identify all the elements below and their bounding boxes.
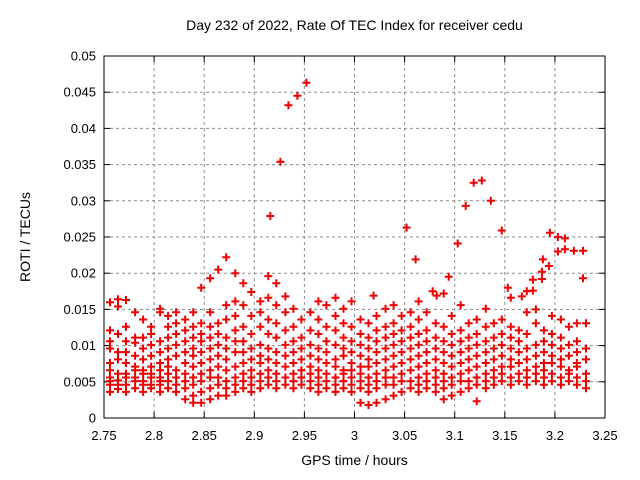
x-tick-label: 2.85 (192, 428, 217, 443)
y-tick-label: 0.05 (71, 49, 96, 64)
y-tick-label: 0.04 (71, 121, 96, 136)
y-tick-label: 0.025 (63, 230, 96, 245)
x-tick-label: 3.2 (546, 428, 564, 443)
y-tick-label: 0.03 (71, 193, 96, 208)
x-tick-label: 2.95 (292, 428, 317, 443)
x-tick-label: 2.9 (245, 428, 263, 443)
y-tick-label: 0 (89, 411, 96, 426)
x-tick-label: 2.75 (91, 428, 116, 443)
y-tick-label: 0.015 (63, 302, 96, 317)
y-tick-label: 0.035 (63, 157, 96, 172)
x-tick-label: 3.05 (392, 428, 417, 443)
y-tick-label: 0.045 (63, 85, 96, 100)
x-tick-label: 2.8 (145, 428, 163, 443)
y-tick-label: 0.01 (71, 338, 96, 353)
x-axis-label: GPS time / hours (301, 452, 408, 468)
y-tick-label: 0.02 (71, 266, 96, 281)
x-tick-label: 3.25 (592, 428, 617, 443)
x-tick-label: 3.1 (446, 428, 464, 443)
y-tick-label: 0.005 (63, 374, 96, 389)
x-tick-label: 3 (351, 428, 358, 443)
chart-title: Day 232 of 2022, Rate Of TEC Index for r… (186, 17, 523, 33)
x-tick-label: 3.15 (492, 428, 517, 443)
scatter-points (106, 78, 590, 409)
